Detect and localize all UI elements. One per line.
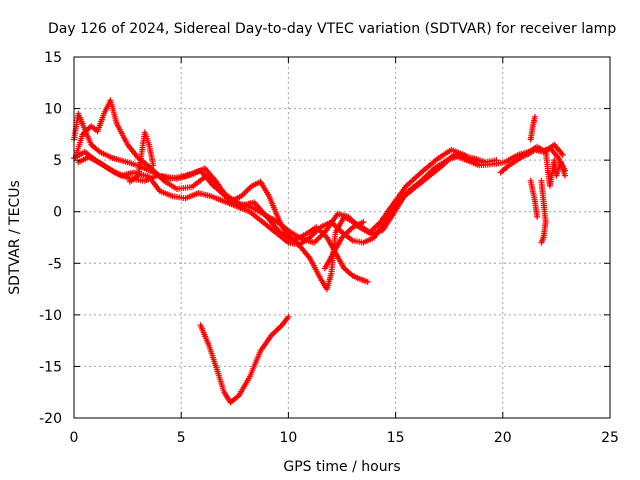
x-tick-label: 10 bbox=[279, 430, 297, 446]
data-point bbox=[534, 213, 541, 220]
x-tick-label: 25 bbox=[601, 430, 619, 446]
series-track-h bbox=[527, 177, 541, 220]
data-point bbox=[532, 113, 538, 120]
chart-title: Day 126 of 2024, Sidereal Day-to-day VTE… bbox=[48, 21, 616, 37]
data-point bbox=[95, 147, 102, 154]
data-point bbox=[285, 313, 292, 320]
series-track-d bbox=[75, 141, 566, 246]
series-track-j bbox=[542, 146, 568, 189]
x-tick-label: 15 bbox=[387, 430, 405, 446]
series-track-i bbox=[538, 177, 549, 246]
data-point bbox=[538, 239, 545, 246]
y-tick-label: -10 bbox=[39, 308, 62, 324]
series-track-e bbox=[197, 313, 292, 406]
series-track-g bbox=[527, 113, 538, 143]
data-point bbox=[559, 152, 566, 158]
y-tick-label: 5 bbox=[53, 153, 62, 169]
plot-frame bbox=[73, 56, 611, 419]
data-point bbox=[364, 278, 371, 285]
y-tick-label: -5 bbox=[48, 256, 62, 272]
x-axis-title: GPS time / hours bbox=[283, 459, 400, 475]
y-tick-label: 0 bbox=[53, 205, 62, 221]
data-point bbox=[562, 172, 568, 179]
data-series-layer bbox=[71, 97, 568, 406]
x-tick-label: 20 bbox=[494, 430, 512, 446]
y-tick-label: 10 bbox=[44, 102, 62, 118]
series-track-k bbox=[126, 129, 157, 185]
y-tick-label: -20 bbox=[39, 411, 62, 427]
series-line bbox=[75, 99, 478, 290]
series-track-l bbox=[321, 219, 367, 272]
grid bbox=[74, 57, 610, 418]
y-axis-title: SDTVAR / TECUs bbox=[7, 180, 23, 295]
data-point bbox=[360, 219, 367, 225]
axes: 0 5 10 15 20 25 -20 -15 -10 -5 0 5 10 15 bbox=[39, 50, 619, 446]
data-point bbox=[150, 162, 157, 169]
y-tick-label: 15 bbox=[44, 50, 62, 66]
x-tick-label: 5 bbox=[177, 430, 186, 446]
y-tick-label: -15 bbox=[39, 359, 62, 375]
x-tick-label: 0 bbox=[70, 430, 79, 446]
